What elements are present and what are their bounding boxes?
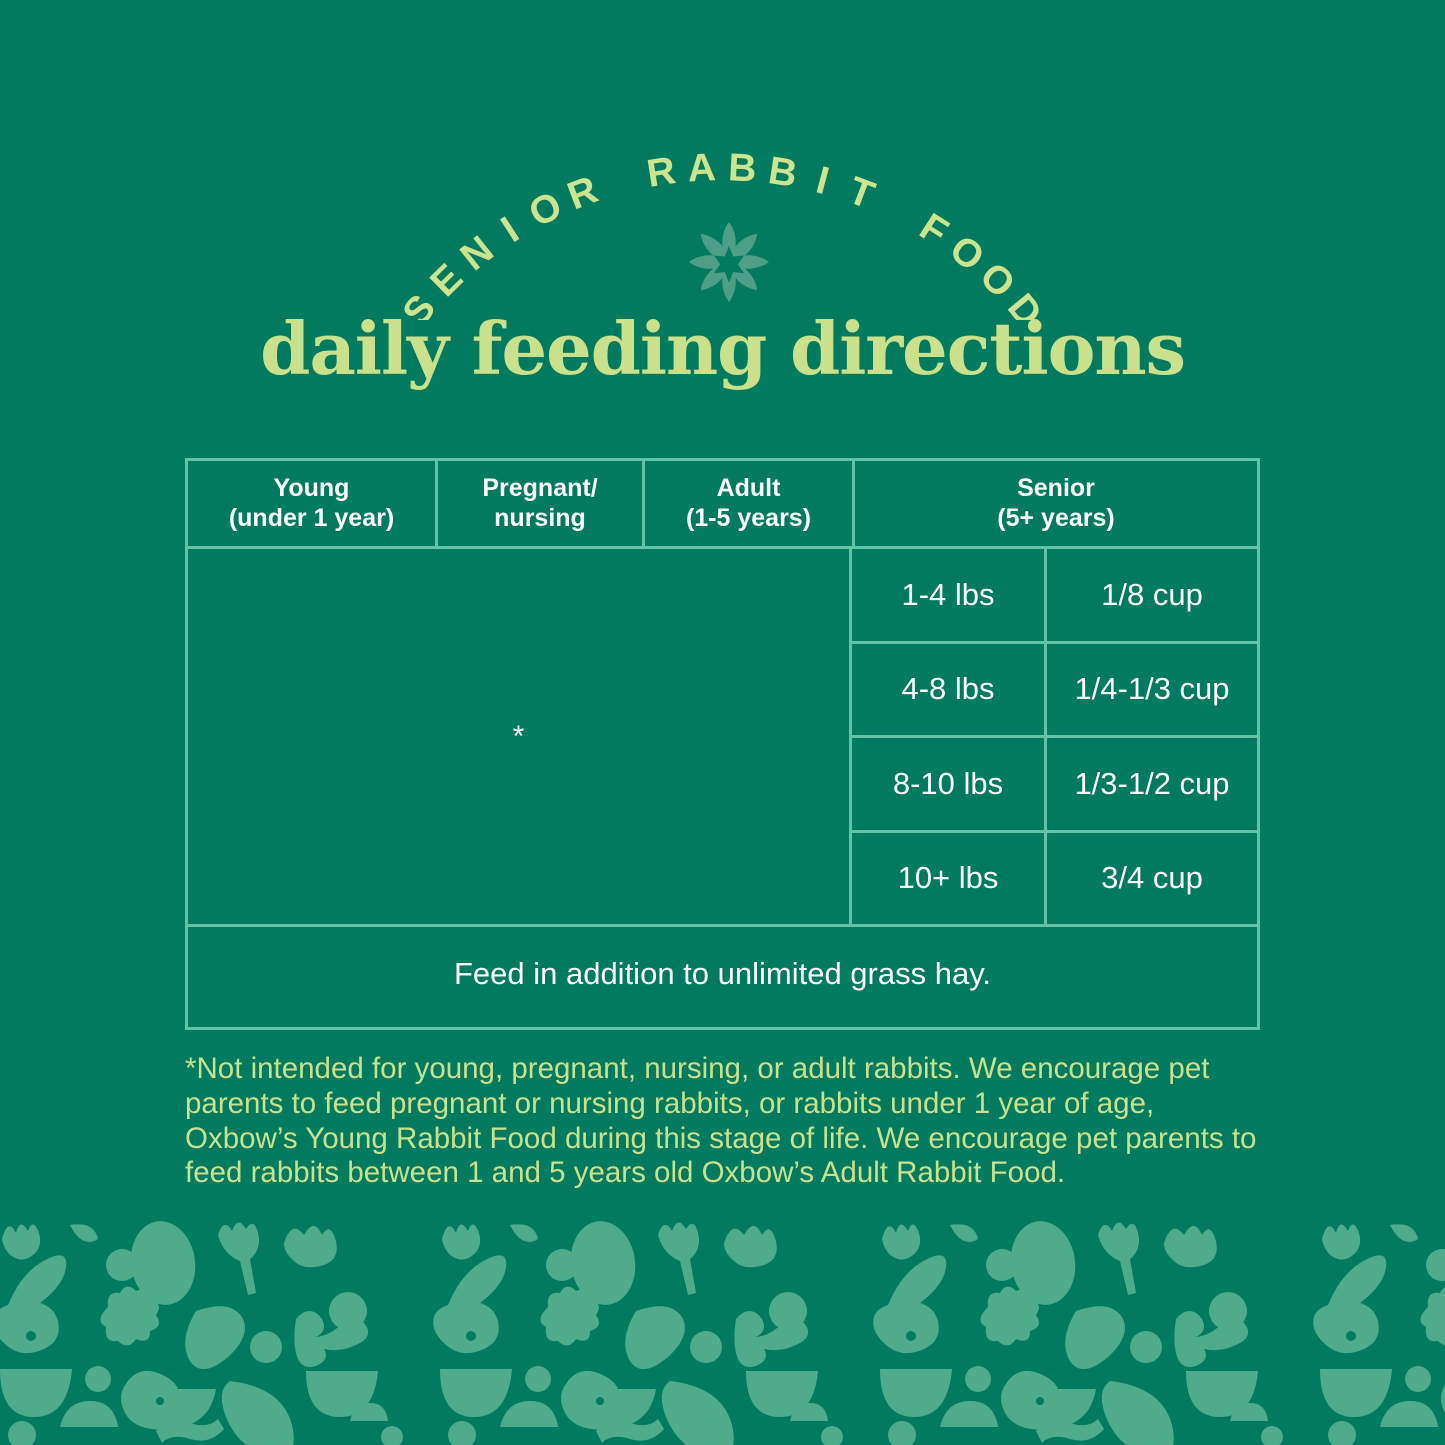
rosette-petal [729, 233, 758, 262]
column-header-young-line2: (under 1 year) [228, 503, 395, 532]
senior-weight-row: 4-8 lbs 1/4-1/3 cup [852, 643, 1257, 738]
pattern-tile [1313, 1221, 1445, 1445]
page-title: daily feeding directions [260, 306, 1186, 391]
arch-letter: I [812, 159, 834, 203]
pattern-tile [873, 1221, 1283, 1445]
senior-weight-value: 8-10 lbs [852, 738, 1047, 830]
senior-weight-row: 8-10 lbs 1/3-1/2 cup [852, 738, 1257, 833]
merged-cell-not-applicable: * [188, 549, 852, 927]
arch-letter: N [453, 228, 502, 279]
table-body: * 1-4 lbs 1/8 cup 4-8 lbs 1/4-1/3 cup 8-10 l… [188, 549, 1257, 927]
arch-letter: I [494, 209, 526, 251]
column-header-pregnant-line2: nursing [494, 503, 586, 532]
arch-letter: T [842, 169, 880, 218]
column-header-adult: Adult (1-5 years) [645, 461, 855, 549]
pattern-tile [433, 1221, 843, 1445]
senior-weight-value: 10+ lbs [852, 832, 1047, 924]
arch-letter: R [562, 168, 604, 218]
senior-amount-value: 1/8 cup [1101, 576, 1203, 612]
arch-letter: O [522, 184, 568, 236]
arch-letter: R [644, 149, 678, 196]
column-header-senior: Senior (5+ years) [855, 461, 1257, 549]
pattern-tile [0, 1221, 403, 1445]
senior-weight-value: 4-8 lbs [852, 643, 1047, 735]
column-header-senior-line1: Senior [1017, 474, 1095, 502]
bottom-decorative-pattern [0, 1221, 1445, 1445]
flower-rosette-icon [689, 222, 769, 302]
rosette-petal [700, 233, 729, 262]
senior-weight-row: 10+ lbs 3/4 cup [852, 832, 1257, 924]
column-header-pregnant-nursing: Pregnant/ nursing [438, 461, 645, 549]
senior-weight-value: 1-4 lbs [852, 549, 1047, 641]
table-header-row: Young (under 1 year) Pregnant/ nursing A… [188, 461, 1257, 549]
arch-letter: F [912, 205, 955, 254]
senior-amount-value: 3/4 cup [1101, 860, 1203, 896]
senior-feeding-grid: 1-4 lbs 1/8 cup 4-8 lbs 1/4-1/3 cup 8-10 lbs… [852, 549, 1257, 927]
column-header-senior-line2: (5+ years) [997, 503, 1115, 532]
arch-letter: B [766, 149, 800, 196]
senior-amount-value: 1/3-1/2 cup [1074, 765, 1230, 801]
column-header-adult-line2: (1-5 years) [685, 503, 812, 532]
column-header-pregnant-line1: Pregnant/ [482, 474, 598, 502]
senior-weight-row: 1-4 lbs 1/8 cup [852, 549, 1257, 644]
footnote-text: *Not intended for young, pregnant, nursi… [185, 1052, 1257, 1190]
arch-letter: A [686, 146, 716, 190]
senior-amount-value: 1/4-1/3 cup [1074, 671, 1230, 707]
column-header-young-line1: Young [273, 474, 350, 502]
column-header-adult-line1: Adult [716, 474, 781, 502]
arch-letter: E [422, 256, 471, 305]
column-header-young: Young (under 1 year) [188, 461, 438, 549]
arch-letter: B [727, 146, 757, 190]
daily-feeding-table: Young (under 1 year) Pregnant/ nursing A… [185, 458, 1260, 1030]
table-footer-note: Feed in addition to unlimited grass hay. [453, 956, 992, 991]
pattern-svg [0, 1221, 1445, 1445]
